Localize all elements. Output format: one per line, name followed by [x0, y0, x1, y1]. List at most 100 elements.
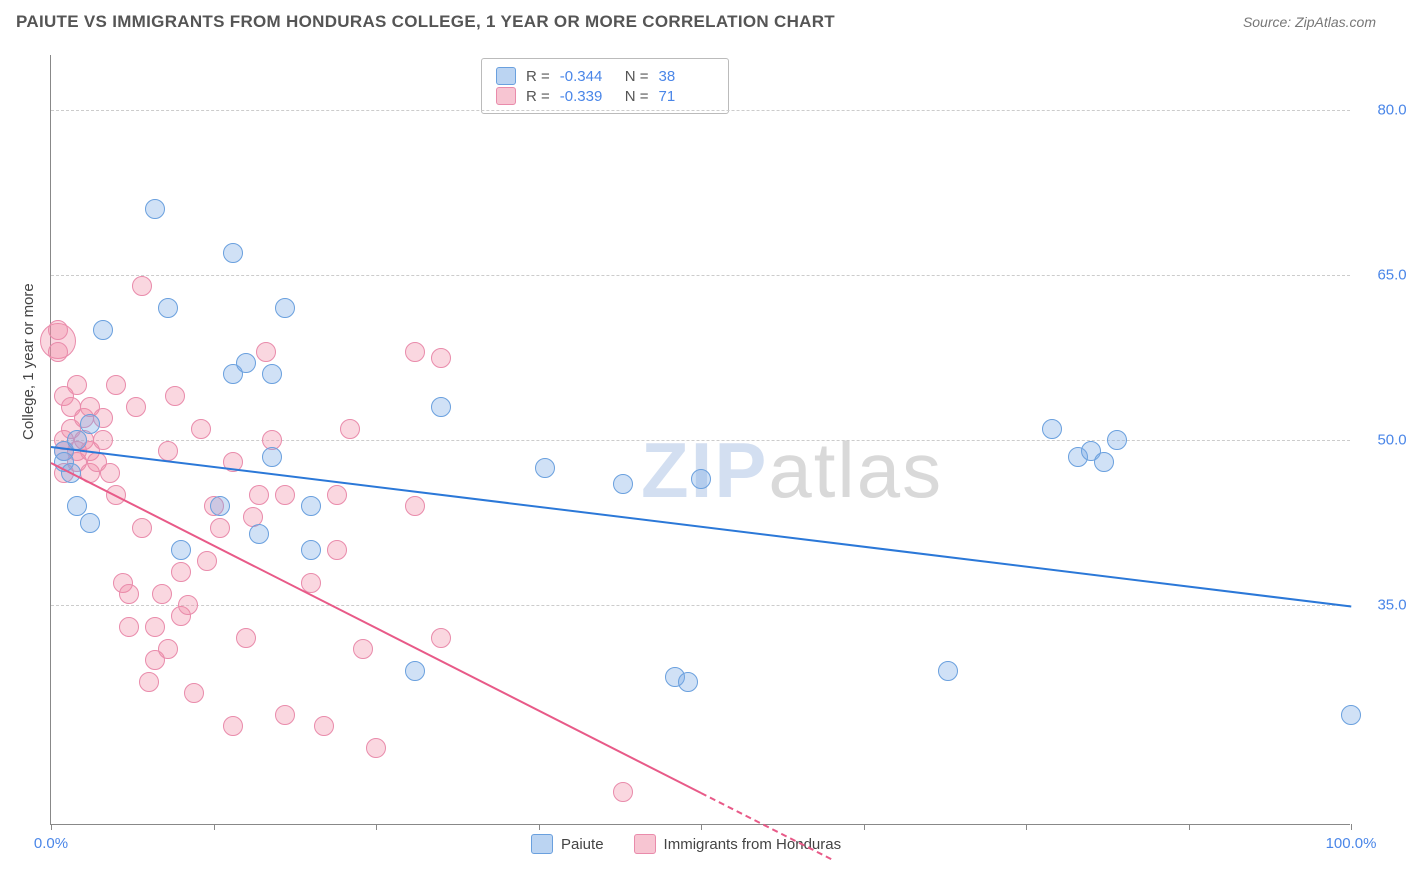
header-bar: PAIUTE VS IMMIGRANTS FROM HONDURAS COLLE…	[0, 0, 1406, 40]
x-tick	[51, 824, 52, 830]
scatter-point-honduras	[191, 419, 211, 439]
x-tick	[376, 824, 377, 830]
scatter-point-honduras	[48, 342, 68, 362]
legend-n-label: N =	[625, 68, 649, 85]
y-tick-label: 80.0%	[1360, 102, 1406, 119]
scatter-point-paiute	[1107, 430, 1127, 450]
legend-r-label: R =	[526, 88, 550, 105]
scatter-point-honduras	[405, 496, 425, 516]
scatter-point-honduras	[48, 320, 68, 340]
scatter-point-honduras	[431, 348, 451, 368]
x-tick	[864, 824, 865, 830]
legend-swatch	[496, 67, 516, 85]
scatter-point-honduras	[431, 628, 451, 648]
legend-series-label: Paiute	[561, 836, 604, 853]
scatter-point-paiute	[80, 513, 100, 533]
x-tick-label: 100.0%	[1326, 835, 1377, 852]
scatter-point-honduras	[327, 485, 347, 505]
scatter-point-honduras	[126, 397, 146, 417]
y-tick-label: 50.0%	[1360, 432, 1406, 449]
gridline	[51, 440, 1350, 441]
legend-series-item: Paiute	[531, 834, 604, 854]
scatter-point-honduras	[165, 386, 185, 406]
scatter-point-paiute	[613, 474, 633, 494]
legend-swatch	[531, 834, 553, 854]
scatter-point-honduras	[236, 628, 256, 648]
scatter-point-honduras	[178, 595, 198, 615]
scatter-point-honduras	[145, 617, 165, 637]
scatter-point-paiute	[80, 414, 100, 434]
x-tick	[701, 824, 702, 830]
legend-correlation-row: R = -0.339 N = 71	[496, 87, 714, 105]
scatter-point-paiute	[93, 320, 113, 340]
scatter-point-honduras	[106, 375, 126, 395]
scatter-point-honduras	[197, 551, 217, 571]
scatter-point-honduras	[366, 738, 386, 758]
scatter-point-paiute	[262, 447, 282, 467]
scatter-point-paiute	[145, 199, 165, 219]
correlation-legend: R = -0.344 N = 38 R = -0.339 N = 71	[481, 58, 729, 114]
x-tick	[539, 824, 540, 830]
scatter-point-paiute	[67, 430, 87, 450]
scatter-point-honduras	[314, 716, 334, 736]
scatter-point-paiute	[171, 540, 191, 560]
scatter-point-paiute	[678, 672, 698, 692]
scatter-point-paiute	[1094, 452, 1114, 472]
scatter-point-honduras	[132, 276, 152, 296]
x-tick	[1026, 824, 1027, 830]
legend-n-value: 71	[659, 88, 714, 105]
legend-n-value: 38	[659, 68, 714, 85]
scatter-point-honduras	[100, 463, 120, 483]
scatter-point-honduras	[327, 540, 347, 560]
scatter-point-honduras	[353, 639, 373, 659]
legend-r-value: -0.339	[560, 88, 615, 105]
scatter-point-honduras	[67, 375, 87, 395]
scatter-point-honduras	[613, 782, 633, 802]
legend-r-value: -0.344	[560, 68, 615, 85]
scatter-point-honduras	[171, 562, 191, 582]
legend-swatch	[496, 87, 516, 105]
scatter-point-honduras	[158, 639, 178, 659]
scatter-point-paiute	[1341, 705, 1361, 725]
scatter-point-paiute	[431, 397, 451, 417]
x-tick	[1351, 824, 1352, 830]
legend-swatch	[634, 834, 656, 854]
chart-plot-area: ZIPatlas R =-0.344N =38R =-0.339N =71 Pa…	[50, 55, 1350, 825]
scatter-point-paiute	[158, 298, 178, 318]
x-tick	[214, 824, 215, 830]
scatter-point-honduras	[256, 342, 276, 362]
legend-r-label: R =	[526, 68, 550, 85]
scatter-point-honduras	[275, 485, 295, 505]
scatter-point-paiute	[405, 661, 425, 681]
y-tick-label: 35.0%	[1360, 597, 1406, 614]
scatter-point-paiute	[301, 540, 321, 560]
scatter-point-honduras	[119, 584, 139, 604]
series-legend: Paiute Immigrants from Honduras	[531, 834, 841, 854]
x-tick-label: 0.0%	[34, 835, 68, 852]
scatter-point-honduras	[152, 584, 172, 604]
scatter-point-honduras	[210, 518, 230, 538]
scatter-point-paiute	[938, 661, 958, 681]
scatter-point-honduras	[184, 683, 204, 703]
scatter-point-paiute	[301, 496, 321, 516]
y-tick-label: 65.0%	[1360, 267, 1406, 284]
scatter-point-honduras	[158, 441, 178, 461]
scatter-point-paiute	[210, 496, 230, 516]
legend-n-label: N =	[625, 88, 649, 105]
scatter-point-paiute	[535, 458, 555, 478]
chart-title: PAIUTE VS IMMIGRANTS FROM HONDURAS COLLE…	[16, 12, 835, 32]
scatter-point-paiute	[691, 469, 711, 489]
gridline	[51, 275, 1350, 276]
scatter-point-paiute	[223, 243, 243, 263]
scatter-point-paiute	[1042, 419, 1062, 439]
scatter-point-paiute	[236, 353, 256, 373]
scatter-point-honduras	[340, 419, 360, 439]
scatter-point-paiute	[249, 524, 269, 544]
legend-series-item: Immigrants from Honduras	[634, 834, 842, 854]
scatter-point-honduras	[139, 672, 159, 692]
source-label: Source: ZipAtlas.com	[1243, 14, 1376, 30]
scatter-point-honduras	[405, 342, 425, 362]
legend-correlation-row: R = -0.344 N = 38	[496, 67, 714, 85]
gridline	[51, 605, 1350, 606]
scatter-point-honduras	[93, 430, 113, 450]
